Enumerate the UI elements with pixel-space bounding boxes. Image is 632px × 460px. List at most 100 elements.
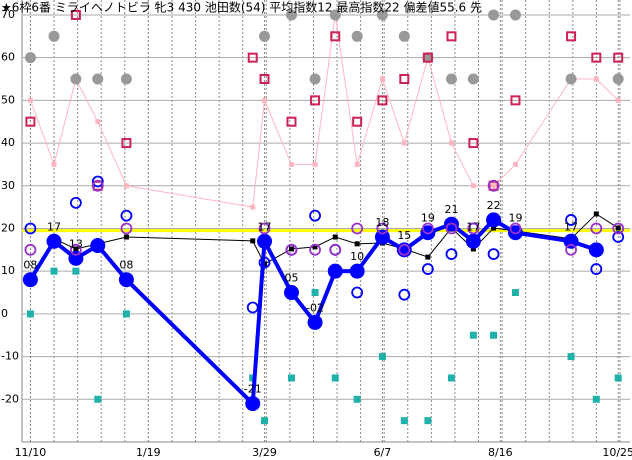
point [70, 9, 81, 20]
point [259, 74, 270, 85]
data-label: 21 [444, 203, 458, 216]
point [376, 9, 388, 21]
data-label: 19 [508, 212, 522, 225]
point [122, 310, 130, 318]
y-tick-label: 40 [1, 136, 15, 149]
x-tick-label: 10/25 [602, 446, 632, 459]
point [70, 73, 82, 85]
point [398, 288, 411, 301]
point [588, 242, 604, 258]
x-tick-label: 3/29 [252, 446, 277, 459]
point [283, 285, 299, 301]
point [469, 331, 477, 339]
point [567, 353, 575, 361]
point [120, 73, 132, 85]
x-tick-label: 6/7 [374, 446, 392, 459]
point [309, 73, 321, 85]
point [311, 289, 319, 297]
point [490, 331, 498, 339]
data-label: 17 [47, 220, 61, 233]
point [612, 222, 625, 235]
point [425, 254, 431, 260]
point [445, 248, 458, 260]
data-label: -02 [306, 301, 324, 314]
point [352, 116, 363, 127]
point [486, 212, 502, 228]
point [351, 30, 363, 42]
x-tick-label: 8/16 [488, 446, 513, 459]
point [351, 286, 364, 299]
point [612, 73, 624, 85]
point [24, 222, 37, 235]
point [354, 161, 360, 167]
point [565, 73, 577, 85]
point [92, 73, 104, 85]
point [73, 246, 79, 252]
point [512, 161, 518, 167]
point [26, 310, 34, 318]
point [593, 211, 599, 217]
point [24, 52, 36, 64]
point [91, 179, 104, 192]
point [329, 9, 341, 21]
point [613, 52, 624, 63]
point [247, 52, 258, 63]
point [446, 31, 457, 42]
point [288, 246, 294, 252]
point [421, 263, 434, 275]
point [612, 231, 625, 243]
minor-grid [22, 0, 630, 442]
point [68, 250, 84, 266]
point [91, 175, 104, 188]
point [287, 374, 295, 382]
point [445, 73, 457, 85]
point [72, 267, 80, 275]
point [51, 161, 57, 167]
point [400, 417, 408, 425]
point [491, 183, 497, 189]
point [424, 417, 432, 425]
point [258, 256, 271, 269]
point [445, 222, 458, 235]
point [250, 238, 256, 244]
point [468, 138, 479, 149]
point [285, 9, 297, 21]
point [50, 267, 58, 275]
y-tick-label: 70 [1, 8, 15, 21]
point [246, 301, 259, 314]
point [376, 222, 389, 235]
x-tick-label: 1/19 [136, 446, 161, 459]
point [285, 243, 298, 256]
point [398, 243, 411, 256]
point [331, 374, 339, 382]
point [509, 9, 521, 21]
point [310, 95, 321, 106]
y-tick-label: 30 [1, 179, 15, 192]
point [24, 243, 37, 256]
point [422, 52, 433, 63]
point [593, 76, 599, 82]
point [470, 246, 476, 252]
y-tick-label: 10 [1, 264, 15, 277]
point [118, 272, 134, 288]
point [422, 52, 434, 64]
point [353, 395, 361, 403]
point [467, 73, 479, 85]
point [95, 119, 101, 125]
point [374, 229, 390, 245]
point [591, 52, 602, 63]
point [120, 209, 133, 222]
point [448, 140, 454, 146]
point [349, 263, 365, 279]
point [378, 353, 386, 361]
point [487, 179, 500, 192]
point [470, 183, 476, 189]
point [511, 289, 519, 297]
data-label: 17 [466, 220, 480, 233]
point [592, 395, 600, 403]
point [565, 214, 577, 226]
point [312, 161, 318, 167]
point [351, 222, 364, 235]
